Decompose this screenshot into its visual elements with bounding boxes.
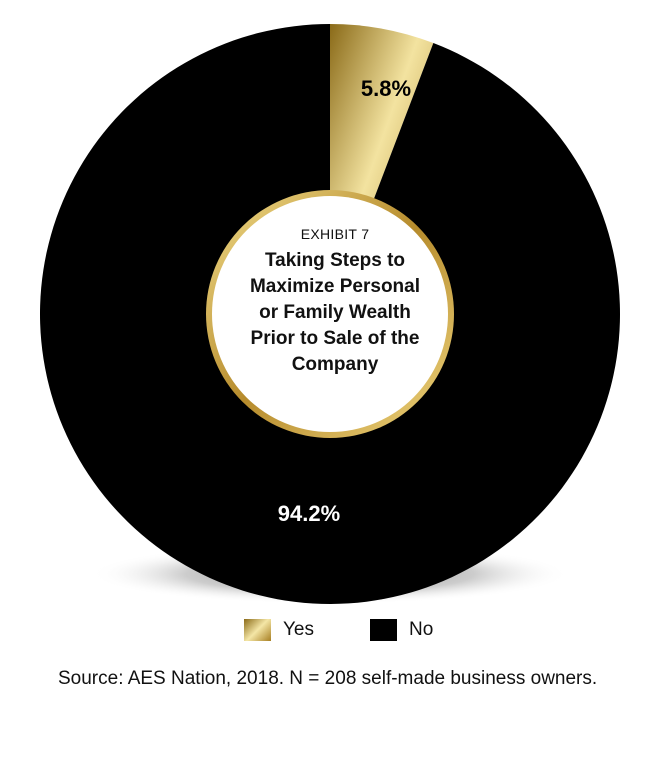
chart-title-line: Prior to Sale of the [250,328,420,349]
legend-swatch-yes [244,619,271,641]
source-note: Source: AES Nation, 2018. N = 208 self-m… [58,668,598,689]
chart-title-line: Taking Steps to [264,250,406,271]
chart-title-line: Company [291,354,379,375]
slice-label-yes: 5.8% [361,76,411,101]
chart-title-line: or Family Wealth [259,302,411,323]
exhibit-label: EXHIBIT 7 [300,226,370,242]
chart-title: Taking Steps to Maximize Personal or Fam… [223,248,447,378]
chart-center-text: EXHIBIT 7 Taking Steps to Maximize Perso… [223,226,447,378]
chart-title-line: Maximize Personal [249,276,421,297]
legend-item-no: No [370,619,433,641]
slice-label-no: 94.2% [278,501,340,526]
center-disc [212,196,448,432]
legend-label-yes: Yes [283,619,314,640]
chart-legend: Yes No [244,617,433,643]
legend-label-no: No [409,619,434,640]
legend-swatch-no [370,619,397,641]
legend-item-yes: Yes [244,619,314,641]
